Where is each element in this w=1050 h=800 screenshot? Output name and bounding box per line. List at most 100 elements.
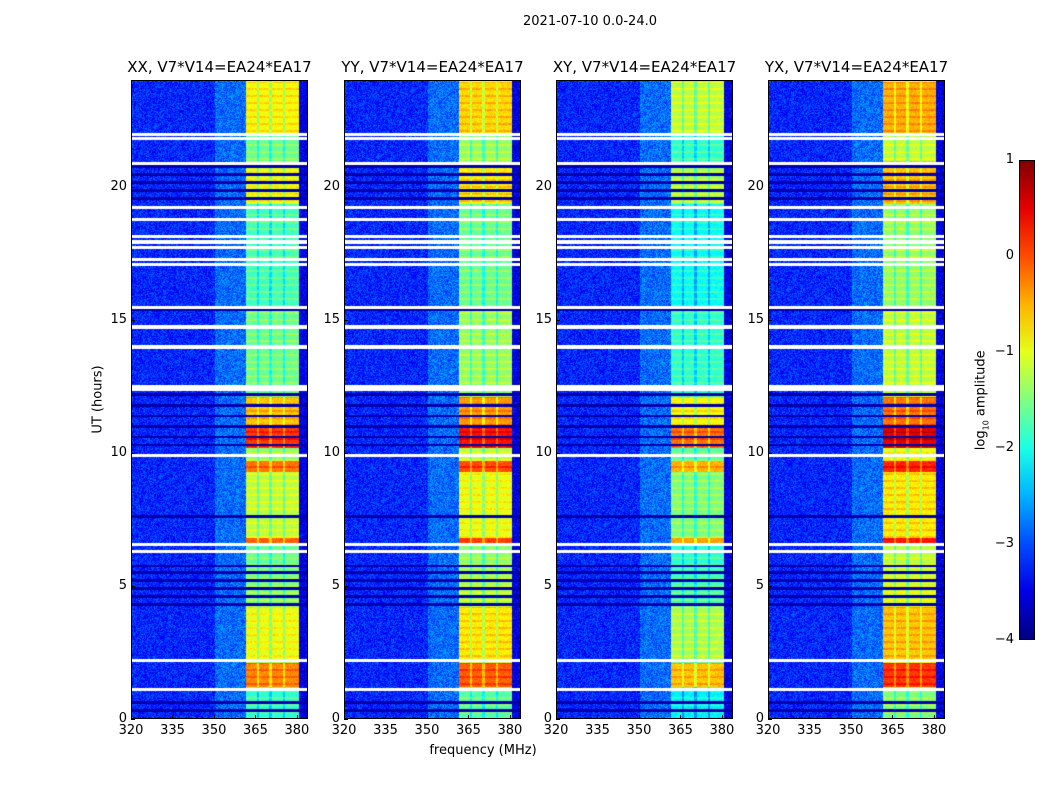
y-tick-mark	[344, 452, 348, 454]
y-tick-mark	[131, 452, 135, 454]
x-tick-mark	[385, 715, 387, 719]
x-tick-mark	[426, 715, 428, 719]
x-tick-label: 380	[921, 723, 947, 738]
y-tick-label: 15	[747, 311, 764, 327]
x-tick-label: 335	[160, 723, 185, 738]
y-tick-label: 20	[535, 178, 552, 194]
spectrogram-image	[345, 81, 520, 718]
x-tick-mark	[638, 715, 640, 719]
y-tick-label: 20	[323, 178, 340, 194]
y-tick-label: 15	[535, 311, 552, 327]
x-tick-mark	[768, 715, 769, 719]
y-axis-label: UT (hours)	[90, 365, 106, 434]
colorbar-label-log: log	[973, 430, 989, 451]
y-tick-mark	[768, 319, 772, 321]
y-tick-mark	[556, 186, 560, 188]
colorbar-tick-label: −2	[994, 440, 1014, 455]
y-tick-label: 0	[331, 711, 340, 726]
x-tick-mark	[213, 715, 215, 719]
spectrogram-image	[132, 81, 307, 718]
y-tick-mark	[131, 186, 135, 188]
x-tick-label: 335	[373, 723, 398, 738]
y-tick-label: 20	[747, 178, 764, 194]
x-tick-label: 350	[838, 723, 864, 738]
y-tick-mark	[556, 319, 560, 321]
y-tick-mark	[344, 585, 348, 587]
y-tick-mark	[768, 186, 772, 188]
y-tick-mark	[556, 719, 560, 720]
x-tick-label: 350	[201, 723, 227, 738]
y-tick-mark	[344, 719, 348, 720]
y-tick-label: 5	[543, 577, 552, 593]
y-tick-label: 5	[331, 577, 340, 593]
x-tick-label: 365	[880, 723, 905, 738]
x-tick-label: 350	[626, 723, 652, 738]
panel-title: XY, V7*V14=EA24*EA17	[552, 58, 737, 76]
spectrogram-image	[769, 81, 944, 718]
x-tick-mark	[809, 715, 811, 719]
x-tick-label: 365	[243, 723, 268, 738]
x-tick-mark	[344, 715, 345, 719]
x-tick-mark	[721, 715, 723, 719]
x-tick-mark	[892, 715, 894, 719]
panel-title: XX, V7*V14=EA24*EA17	[127, 58, 312, 76]
x-tick-mark	[131, 715, 132, 719]
x-axis-label: frequency (MHz)	[429, 743, 537, 758]
x-tick-mark	[296, 715, 298, 719]
x-tick-label: 320	[118, 723, 144, 738]
figure-title: 2021-07-10 0.0-24.0	[523, 14, 657, 29]
colorbar-tick-label: −3	[994, 536, 1014, 551]
x-tick-mark	[509, 715, 511, 719]
y-tick-label: 5	[118, 577, 127, 593]
y-tick-mark	[768, 585, 772, 587]
y-tick-label: 15	[323, 311, 340, 327]
x-tick-label: 365	[456, 723, 481, 738]
colorbar-label-base: 10	[981, 420, 991, 431]
x-tick-mark	[850, 715, 852, 719]
panel-title: YX, V7*V14=EA24*EA17	[764, 58, 949, 76]
x-tick-label: 335	[797, 723, 822, 738]
y-tick-mark	[556, 452, 560, 454]
panel-title: YY, V7*V14=EA24*EA17	[341, 58, 524, 76]
x-tick-mark	[680, 715, 682, 719]
spectrogram-panel	[768, 80, 945, 719]
x-tick-label: 380	[284, 723, 310, 738]
y-tick-label: 0	[543, 711, 552, 726]
x-tick-label: 380	[709, 723, 735, 738]
y-tick-mark	[131, 719, 135, 720]
y-tick-mark	[131, 319, 135, 321]
x-tick-label: 380	[497, 723, 523, 738]
colorbar-tick-label: 0	[1005, 248, 1014, 263]
x-tick-label: 335	[585, 723, 610, 738]
spectrogram-panel	[556, 80, 733, 719]
y-tick-label: 10	[323, 444, 340, 460]
y-tick-label: 10	[535, 444, 552, 460]
y-tick-mark	[344, 319, 348, 321]
y-tick-label: 20	[110, 178, 127, 194]
x-tick-label: 365	[668, 723, 693, 738]
colorbar-label-amplitude: amplitude	[973, 350, 989, 421]
colorbar-tick-label: −1	[994, 344, 1014, 359]
y-tick-mark	[556, 585, 560, 587]
spectrogram-panel	[131, 80, 308, 719]
x-tick-mark	[468, 715, 470, 719]
y-tick-label: 0	[755, 711, 764, 726]
y-tick-label: 10	[747, 444, 764, 460]
y-tick-label: 0	[118, 711, 127, 726]
x-tick-label: 320	[543, 723, 569, 738]
x-tick-mark	[933, 715, 935, 719]
y-tick-mark	[768, 719, 772, 720]
spectrogram-panel	[344, 80, 521, 719]
y-tick-label: 15	[110, 311, 127, 327]
x-tick-mark	[172, 715, 174, 719]
spectrogram-image	[557, 81, 732, 718]
y-tick-label: 5	[755, 577, 764, 593]
y-tick-label: 10	[110, 444, 127, 460]
colorbar-tick-label: −4	[994, 632, 1014, 647]
y-tick-mark	[131, 585, 135, 587]
x-tick-label: 350	[414, 723, 440, 738]
x-tick-mark	[556, 715, 557, 719]
x-tick-label: 320	[755, 723, 781, 738]
colorbar-label: log10 amplitude	[974, 330, 991, 470]
colorbar-tick-label: 1	[1005, 152, 1014, 167]
